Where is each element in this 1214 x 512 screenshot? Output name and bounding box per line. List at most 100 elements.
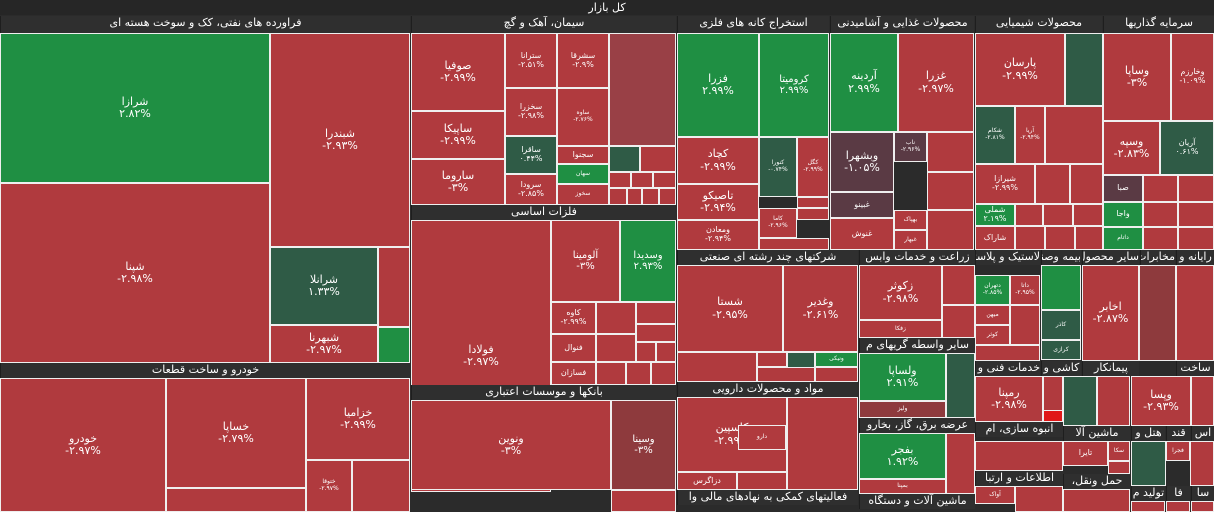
sector-header[interactable]: محصولات شیمیایی [975, 16, 1102, 33]
stock-tile[interactable]: وغدیر -۲.۶۱% [783, 265, 858, 352]
stock-tile[interactable]: اخابر -۲.۸۷% [1082, 265, 1139, 361]
treemap-cell[interactable] [677, 352, 757, 382]
treemap-cell[interactable] [1015, 486, 1063, 512]
stock-tile[interactable]: ساپیکا -۲.۹۹% [411, 111, 505, 159]
sector-header[interactable]: زراعت و خدمات وابس [859, 250, 975, 265]
stock-tile[interactable]: سترانا -۲.۵۱% [505, 33, 557, 88]
treemap-cell[interactable] [927, 172, 974, 210]
treemap-cell[interactable] [642, 188, 659, 205]
stock-tile[interactable]: خودرو -۲.۹۷% [0, 378, 166, 512]
treemap-cell[interactable] [1043, 204, 1073, 226]
stock-tile[interactable]: ساوه -۲.۷۶% [557, 88, 609, 146]
treemap-cell[interactable] [815, 367, 858, 382]
stock-tile[interactable]: صوفیا -۲.۹۹% [411, 33, 505, 111]
sector-header[interactable]: رایانه و [1176, 250, 1214, 265]
stock-tile[interactable]: داتا -۲.۹۵% [1010, 275, 1040, 305]
sector-header[interactable]: ساخت [1176, 361, 1214, 376]
sector-header[interactable]: بانکها و موسسات اعتباری [411, 385, 676, 400]
stock-tile[interactable]: سشرقا -۲.۹% [557, 33, 609, 88]
treemap-cell[interactable] [636, 342, 656, 362]
stock-tile[interactable]: فسازان [551, 362, 596, 385]
stock-tile[interactable]: زفکا [859, 320, 942, 338]
stock-tile[interactable]: شرازا ۲.۸۲% [0, 33, 270, 183]
stock-tile[interactable]: فزرا ۲.۹۹% [677, 33, 759, 137]
stock-tile[interactable]: وبشهرا -۱.۰۵% [830, 132, 894, 192]
stock-tile[interactable]: کنورا -۰.۷۴% [759, 137, 797, 197]
stock-tile[interactable]: میهن [975, 305, 1010, 325]
sector-header[interactable]: بیمه وصندوق [1041, 250, 1081, 265]
treemap-cell[interactable] [1166, 501, 1190, 512]
stock-tile[interactable]: آلومینا -۳% [551, 220, 620, 302]
stock-tile[interactable]: ومعادن -۲.۹۴% [677, 220, 759, 250]
treemap-cell[interactable] [759, 238, 829, 250]
sector-header[interactable]: فعالیتهای کمکی به نهادهای مالی وا [677, 490, 858, 505]
stock-tile[interactable]: وخارزم -۱.۰۹% [1171, 33, 1214, 121]
treemap-cell[interactable] [596, 334, 636, 362]
sector-header[interactable]: تولید م [1131, 486, 1165, 501]
treemap-cell[interactable] [1065, 33, 1103, 106]
sector-header[interactable]: سا [1191, 486, 1214, 501]
stock-tile[interactable]: آردینه ۲.۹۹% [830, 33, 898, 132]
sector-header[interactable]: خودرو و ساخت قطعات [0, 363, 410, 378]
treemap-cell[interactable] [1015, 226, 1045, 250]
sector-header[interactable]: سرمایه گذاریها [1103, 16, 1214, 33]
treemap-cell[interactable] [1063, 489, 1130, 512]
stock-tile[interactable]: ونیکی [815, 352, 858, 367]
sector-header[interactable]: ماشین آلات و دستگاه [859, 494, 975, 509]
treemap-cell[interactable] [946, 353, 975, 418]
treemap-cell[interactable] [596, 362, 626, 385]
stock-tile[interactable]: کگل -۲.۹۹% [797, 137, 829, 197]
sector-header[interactable]: استخراج کانه های فلزی [677, 16, 829, 33]
treemap-cell[interactable] [626, 362, 651, 385]
treemap-cell[interactable] [1131, 501, 1165, 512]
sector-header[interactable]: هتل و [1131, 426, 1165, 441]
treemap-cell[interactable] [609, 188, 627, 205]
stock-tile[interactable]: شستا -۲.۹۵% [677, 265, 783, 352]
stock-tile[interactable]: خزامیا -۲.۹۹% [306, 378, 410, 460]
stock-tile[interactable]: ونوین -۳% [411, 400, 611, 490]
treemap-cell[interactable] [1045, 226, 1075, 250]
sector-header[interactable]: انبوه سازی، ام [975, 422, 1063, 437]
stock-tile[interactable]: صبا [1103, 175, 1143, 202]
sector-header[interactable]: عرضه برق، گاز، بخارو [859, 418, 975, 433]
treemap-cell[interactable] [659, 188, 676, 205]
stock-tile[interactable]: سهان [557, 164, 609, 184]
stock-tile[interactable]: پارسان -۲.۹۹% [975, 33, 1065, 106]
treemap-cell[interactable] [653, 172, 676, 188]
sector-header[interactable]: لاستیک و پلاستیک [975, 250, 1040, 265]
sector-header[interactable]: کاشی و [1041, 361, 1081, 376]
sector-header[interactable]: قند [1166, 426, 1190, 441]
treemap-cell[interactable] [609, 33, 676, 146]
treemap-cell[interactable] [757, 352, 787, 367]
treemap-cell[interactable] [737, 472, 787, 490]
stock-tile[interactable]: شبهرنا -۲.۹۷% [270, 325, 378, 363]
stock-tile[interactable]: سخزرا -۲.۹۸% [505, 88, 557, 136]
stock-tile[interactable]: داتام [1103, 227, 1143, 250]
treemap-cell[interactable] [609, 146, 640, 172]
stock-tile[interactable]: بمپنا [859, 479, 946, 494]
stock-tile[interactable]: شملی ۲.۱۹% [975, 204, 1015, 226]
stock-tile[interactable]: کاوه -۲.۹۹% [551, 302, 596, 334]
stock-tile[interactable]: تایرا [1063, 441, 1108, 466]
treemap-cell[interactable] [611, 490, 676, 512]
treemap-cell[interactable] [927, 210, 974, 250]
treemap-cell[interactable] [1075, 226, 1103, 250]
treemap-cell[interactable] [596, 302, 636, 334]
stock-tile[interactable]: وپسا -۲.۹۳% [1131, 376, 1191, 426]
sector-header[interactable]: محصولات غذایی و آشامیدنی [830, 16, 974, 33]
sector-header[interactable]: اس [1191, 426, 1214, 441]
treemap-cell[interactable] [1190, 441, 1214, 486]
sector-header[interactable]: ماشین آلا [1063, 426, 1130, 441]
stock-tile[interactable]: ختوقا -۲.۹۷% [306, 460, 352, 512]
treemap-cell[interactable] [631, 172, 653, 188]
treemap-cell[interactable] [975, 345, 1040, 361]
treemap-cell[interactable] [1191, 501, 1214, 512]
treemap-cell[interactable] [656, 342, 676, 362]
treemap-cell[interactable] [1143, 175, 1178, 202]
treemap-cell[interactable] [651, 362, 676, 385]
treemap-cell[interactable] [1043, 410, 1063, 422]
treemap-cell[interactable] [1143, 227, 1178, 250]
stock-tile[interactable]: خساپا -۲.۷۹% [166, 378, 306, 488]
stock-tile[interactable]: بهپاک [894, 210, 927, 230]
treemap-cell[interactable] [1176, 265, 1214, 361]
